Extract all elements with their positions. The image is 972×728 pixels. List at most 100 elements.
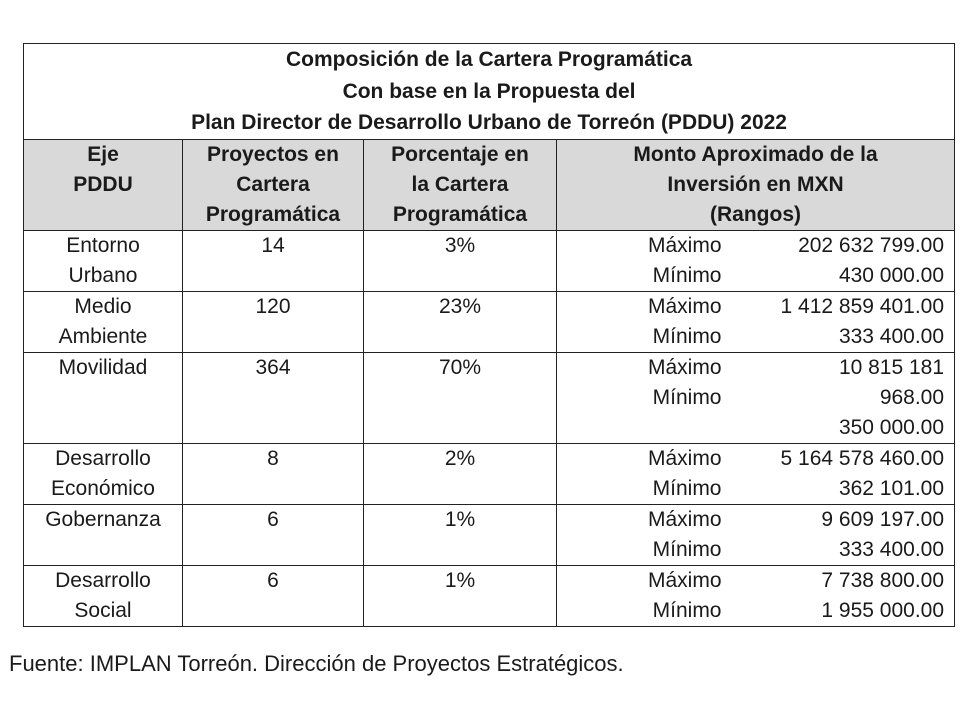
cell-text: Máximo [647, 233, 722, 257]
cell-text: Gobernanza [45, 507, 161, 531]
cell-text: 1% [444, 507, 476, 531]
header-text: PDDU [73, 172, 133, 196]
cell-text: 202 632 799.00 [798, 233, 945, 257]
cell-text: Urbano [68, 263, 138, 287]
table-row: Medio Ambiente 120 23% Máximo Mínimo 1 412 859… [23, 290, 956, 353]
porcentaje-cell: 70% [363, 351, 557, 444]
cell-text: Desarrollo [55, 446, 151, 470]
header-text: Inversión en MXN [667, 172, 844, 196]
header-text: Monto Aproximado de la [633, 142, 878, 166]
cell-text: 1 955 000.00 [821, 598, 945, 622]
header-text: Porcentaje en [391, 142, 529, 166]
cell-text: Mínimo [652, 537, 722, 561]
table-row: Movilidad 364 70% Máximo Mínimo 10 815 181 968… [23, 351, 956, 444]
header-text: Programática [205, 202, 341, 226]
cell-text: 9 609 197.00 [821, 507, 945, 531]
cell-text: Movilidad [58, 355, 148, 379]
cell-text: Máximo [647, 294, 722, 318]
cell-text: Mínimo [652, 476, 722, 500]
table-header-row: Eje PDDU Proyectos en Cartera Programáti… [23, 138, 956, 231]
header-text: Programática [392, 202, 528, 226]
cell-text: Máximo [647, 355, 722, 379]
header-eje: Eje PDDU [23, 138, 183, 231]
table-row: Gobernanza 6 1% Máximo Mínimo 9 609 197.00 333… [23, 503, 956, 566]
header-text: la Cartera [411, 172, 509, 196]
header-text: (Rangos) [710, 202, 802, 226]
proyectos-cell: 364 [182, 351, 364, 444]
cell-text: 14 [261, 233, 285, 257]
porcentaje-cell: 23% [363, 290, 557, 353]
cell-text: 70% [438, 355, 482, 379]
cell-text: Máximo [647, 507, 722, 531]
cell-text: 364 [255, 355, 291, 379]
header-porcentaje: Porcentaje en la Cartera Programática [363, 138, 557, 231]
cell-text: Ambiente [58, 324, 148, 348]
cartera-programatica-table: Composición de la Cartera Programática C… [22, 43, 956, 627]
proyectos-cell: 6 [182, 564, 364, 627]
eje-cell: Movilidad [23, 351, 183, 444]
table-title-line: Composición de la Cartera Programática [285, 48, 693, 71]
table-title-line: Plan Director de Desarrollo Urbano de To… [191, 111, 787, 134]
monto-value-cell: 202 632 799.00 430 000.00 [733, 229, 956, 292]
cell-text: 1 412 859 401.00 [780, 294, 945, 318]
cartera-table-container: Composición de la Cartera Programática C… [22, 43, 956, 627]
cell-text: 968.00 [879, 385, 945, 409]
table-row: Entorno Urbano 14 3% Máximo Mínimo 202 632 799… [23, 229, 956, 292]
cell-text: 5 164 578 460.00 [780, 446, 945, 470]
eje-cell: Desarrollo Social [23, 564, 183, 627]
table-title: Composición de la Cartera Programática C… [22, 43, 956, 140]
header-text: Proyectos en [207, 142, 339, 166]
cell-text: 7 738 800.00 [821, 568, 945, 592]
cell-text: 6 [267, 568, 279, 592]
source-note: Fuente: IMPLAN Torreón. Dirección de Pro… [9, 651, 624, 676]
porcentaje-cell: 1% [363, 564, 557, 627]
cell-text: 10 815 181 [838, 355, 945, 379]
cell-text: Mínimo [652, 263, 722, 287]
porcentaje-cell: 2% [363, 442, 557, 505]
monto-value-cell: 5 164 578 460.00 362 101.00 [733, 442, 956, 505]
monto-label-cell: Máximo Mínimo [556, 442, 734, 505]
porcentaje-cell: 3% [363, 229, 557, 292]
eje-cell: Gobernanza [23, 503, 183, 566]
cell-text: Social [74, 598, 132, 622]
cell-text: Mínimo [652, 598, 722, 622]
proyectos-cell: 8 [182, 442, 364, 505]
cell-text: 6 [267, 507, 279, 531]
cell-text: 430 000.00 [838, 263, 945, 287]
eje-cell: Medio Ambiente [23, 290, 183, 353]
header-monto: Monto Aproximado de la Inversión en MXN … [555, 138, 956, 231]
table-title-line: Con base en la Propuesta del [342, 79, 636, 103]
proyectos-cell: 14 [182, 229, 364, 292]
cell-text: Económico [51, 476, 155, 500]
cell-text: Mínimo [652, 324, 722, 348]
cell-text: Desarrollo [55, 568, 151, 592]
table-body: Entorno Urbano 14 3% Máximo Mínimo 202 632 799… [23, 229, 956, 627]
cell-text: 1% [444, 568, 476, 592]
cell-text: 2% [444, 446, 476, 470]
table-title-row: Composición de la Cartera Programática C… [22, 43, 956, 140]
cell-text: 333 400.00 [838, 324, 945, 348]
monto-value-cell: 7 738 800.00 1 955 000.00 [733, 564, 956, 627]
monto-label-cell: Máximo Mínimo [556, 503, 734, 566]
proyectos-cell: 120 [182, 290, 364, 353]
monto-value-cell: 9 609 197.00 333 400.00 [733, 503, 956, 566]
eje-cell: Entorno Urbano [23, 229, 183, 292]
monto-label-cell: Máximo Mínimo [556, 290, 734, 353]
monto-label-cell: Máximo Mínimo [556, 229, 734, 292]
monto-value-cell: 10 815 181 968.00 350 000.00 [733, 351, 956, 444]
porcentaje-cell: 1% [363, 503, 557, 566]
monto-label-cell: Máximo Mínimo [556, 564, 734, 627]
eje-cell: Desarrollo Económico [23, 442, 183, 505]
cell-text: Máximo [647, 446, 722, 470]
cell-text: Máximo [647, 568, 722, 592]
cell-text: 3% [444, 233, 476, 257]
cell-text: 350 000.00 [838, 415, 945, 439]
cell-text: Entorno [66, 233, 140, 257]
header-proyectos: Proyectos en Cartera Programática [182, 138, 364, 231]
cell-text: 333 400.00 [838, 537, 945, 561]
cell-text: 8 [267, 446, 279, 470]
table-row: Desarrollo Social 6 1% Máximo Mínimo 7 738 800… [23, 564, 956, 627]
monto-label-cell: Máximo Mínimo [556, 351, 734, 444]
cell-text: 23% [438, 294, 482, 318]
cell-text: 120 [255, 294, 291, 318]
